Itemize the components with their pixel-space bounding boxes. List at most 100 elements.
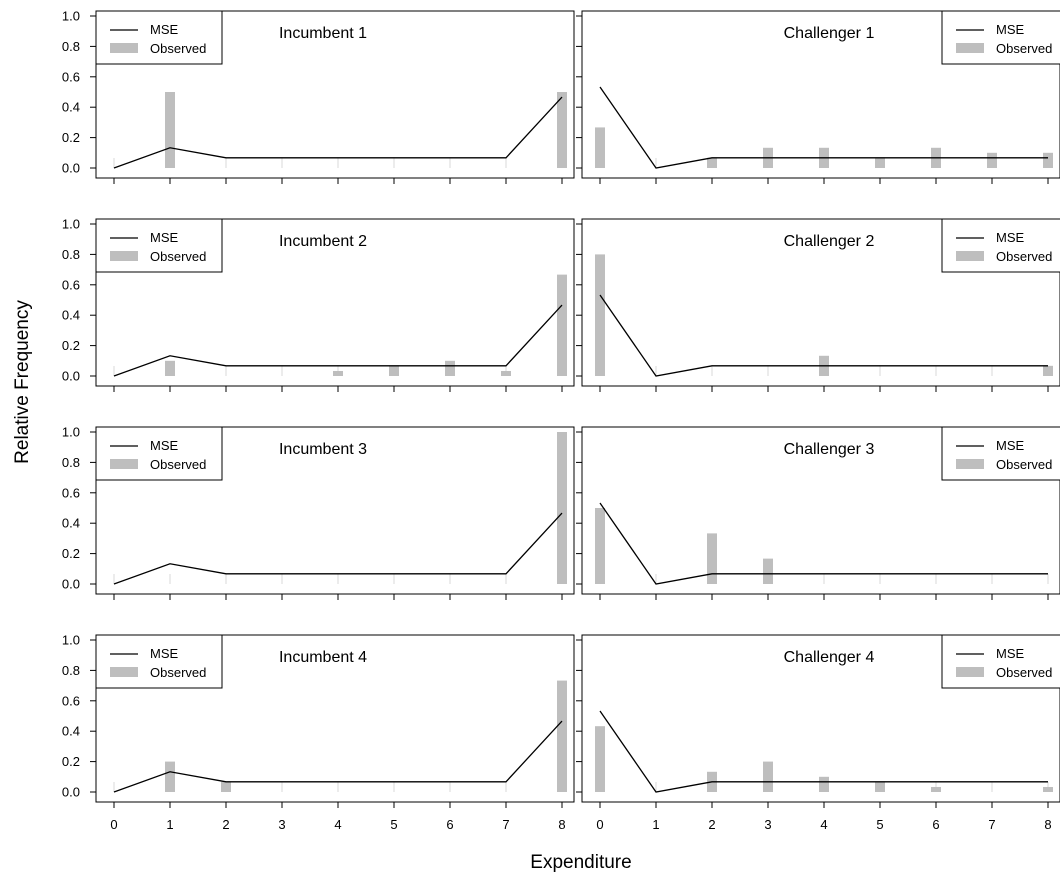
legend: MSE Observed	[95, 218, 223, 273]
legend: MSE Observed	[95, 426, 223, 481]
legend-box	[95, 218, 223, 273]
legend-observed-label: Observed	[996, 249, 1052, 264]
legend-observed-swatch	[956, 43, 984, 53]
x-tick-label: 7	[502, 817, 509, 832]
panel-incumbent-2: 0.0 0.2 0.4 0.6 0.8 1.0 Incumbent 2 MSE Observed	[62, 217, 575, 392]
y-tick-label: 0.2	[62, 546, 80, 561]
legend-mse-label: MSE	[996, 22, 1025, 37]
observed-bar	[595, 127, 605, 168]
observed-bar	[445, 360, 455, 376]
y-tick-label: 0.4	[62, 308, 80, 323]
observed-bar	[819, 776, 829, 792]
legend-observed-label: Observed	[996, 665, 1052, 680]
observed-bar	[501, 370, 511, 376]
y-tick-label: 0.8	[62, 247, 80, 262]
y-tick-label: 0.8	[62, 455, 80, 470]
x-tick-label: 0	[110, 817, 117, 832]
x-tick-label: 6	[446, 817, 453, 832]
observed-bar	[389, 365, 399, 376]
y-tick-label: 1.0	[62, 633, 80, 648]
observed-bar	[557, 274, 567, 376]
legend-observed-label: Observed	[150, 665, 206, 680]
x-tick-label: 7	[988, 817, 995, 832]
legend-observed-swatch	[110, 251, 138, 261]
y-tick-label: 0.2	[62, 338, 80, 353]
observed-bar	[595, 508, 605, 584]
legend-mse-label: MSE	[150, 230, 179, 245]
panel-frame	[581, 10, 1060, 179]
y-tick-label: 0.0	[62, 369, 80, 384]
observed-bar	[763, 558, 773, 584]
legend: MSE Observed	[941, 426, 1060, 481]
legend-observed-label: Observed	[996, 41, 1052, 56]
y-tick-label: 0.0	[62, 577, 80, 592]
legend-box	[941, 10, 1060, 65]
y-tick-label: 0.4	[62, 516, 80, 531]
observed-bar	[557, 680, 567, 792]
x-tick-label: 6	[932, 817, 939, 832]
x-tick-label: 8	[1044, 817, 1051, 832]
y-axis-title: Relative Frequency	[12, 300, 33, 464]
y-tick-label: 1.0	[62, 425, 80, 440]
observed-bar	[763, 761, 773, 792]
observed-bar	[595, 726, 605, 792]
panel-title: Incumbent 3	[279, 441, 367, 458]
legend-box	[941, 218, 1060, 273]
legend-observed-swatch	[110, 667, 138, 677]
y-tick-label: 0.4	[62, 100, 80, 115]
panel-frame	[95, 10, 575, 179]
legend-mse-label: MSE	[996, 646, 1025, 661]
panel-challenger-4: 0 1 2 3 4 5 6 7 8 Challenger 4 MSE Observed	[576, 634, 1060, 832]
observed-bar	[707, 157, 717, 168]
y-tick-label: 0.0	[62, 161, 80, 176]
legend-mse-label: MSE	[150, 438, 179, 453]
y-tick-label: 0.2	[62, 754, 80, 769]
x-tick-label: 3	[764, 817, 771, 832]
legend-observed-swatch	[110, 43, 138, 53]
legend: MSE Observed	[941, 634, 1060, 689]
legend-observed-label: Observed	[150, 457, 206, 472]
panel-title: Challenger 2	[784, 233, 875, 250]
legend-observed-label: Observed	[150, 249, 206, 264]
x-tick-label: 0	[596, 817, 603, 832]
x-tick-label: 2	[708, 817, 715, 832]
observed-bar	[987, 152, 997, 168]
mse-line	[599, 294, 1048, 377]
panel-challenger-1: Challenger 1 MSE Observed	[576, 10, 1060, 184]
legend-box	[95, 426, 223, 481]
y-tick-label: 0.6	[62, 485, 80, 500]
mse-line	[113, 512, 563, 585]
panel-incumbent-4: 0.0 0.2 0.4 0.6 0.8 1.0 0 1 2 3 4 5 6 7 8 Incumbent 4 MS…	[62, 633, 575, 832]
y-tick-label: 0.8	[62, 39, 80, 54]
mse-line	[599, 86, 1048, 169]
mse-line	[113, 720, 563, 793]
panel-frame	[581, 218, 1060, 387]
panel-title: Incumbent 2	[279, 233, 367, 250]
legend-mse-label: MSE	[150, 646, 179, 661]
legend-observed-swatch	[110, 459, 138, 469]
panel-title: Challenger 1	[784, 25, 875, 42]
panel-frame	[95, 426, 575, 595]
observed-bar	[595, 254, 605, 376]
legend: MSE Observed	[95, 10, 223, 65]
mse-line	[113, 96, 563, 169]
x-tick-label: 1	[652, 817, 659, 832]
panel-incumbent-3: 0.0 0.2 0.4 0.6 0.8 1.0 Incumbent 3 MSE Observed	[62, 425, 575, 600]
x-tick-label: 5	[390, 817, 397, 832]
y-tick-label: 0.2	[62, 130, 80, 145]
x-axis-title: Expenditure	[530, 852, 631, 873]
observed-bar	[875, 157, 885, 168]
y-tick-label: 1.0	[62, 9, 80, 24]
legend-box	[95, 634, 223, 689]
panel-title: Challenger 4	[784, 649, 875, 666]
y-tick-label: 0.4	[62, 724, 80, 739]
x-tick-label: 1	[166, 817, 173, 832]
legend-box	[941, 634, 1060, 689]
panel-challenger-3: Challenger 3 MSE Observed	[576, 426, 1060, 600]
observed-bar	[931, 786, 941, 792]
y-tick-label: 0.8	[62, 663, 80, 678]
y-tick-label: 0.6	[62, 69, 80, 84]
panel-frame	[95, 218, 575, 387]
x-tick-label: 3	[278, 817, 285, 832]
